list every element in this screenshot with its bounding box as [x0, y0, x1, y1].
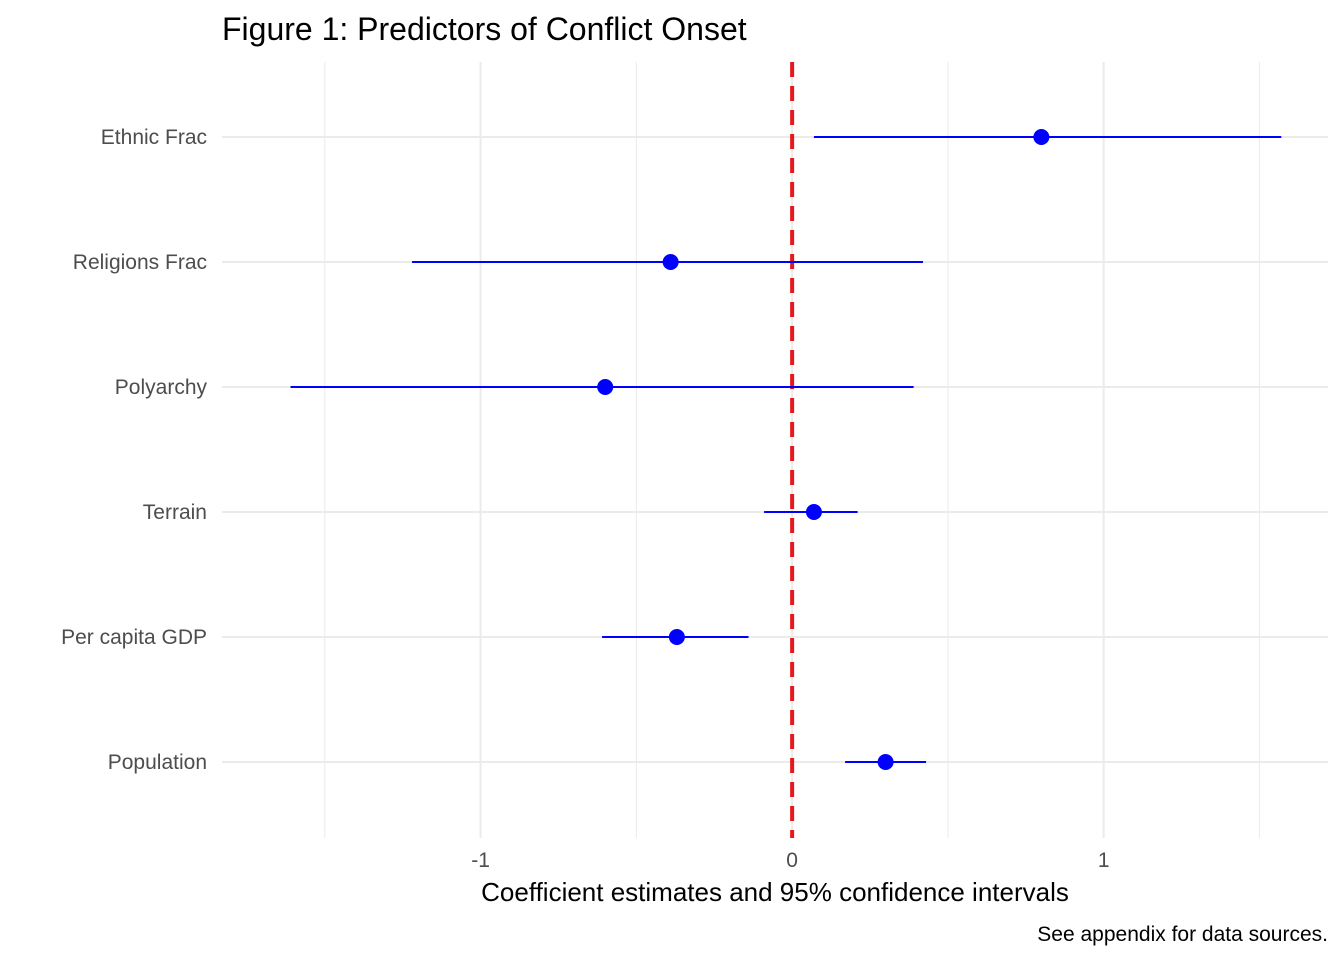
y-tick-label: Religions Frac: [73, 251, 207, 274]
chart-title: Figure 1: Predictors of Conflict Onset: [222, 11, 747, 47]
y-tick-label: Ethnic Frac: [101, 126, 207, 149]
y-tick-label: Polyarchy: [115, 376, 208, 399]
point-estimate: [1033, 129, 1050, 145]
point-estimate: [668, 629, 685, 645]
y-tick-label: Per capita GDP: [61, 626, 207, 649]
y-tick-label: Population: [108, 751, 207, 774]
x-tick-label: 0: [786, 849, 798, 872]
point-estimate: [805, 504, 822, 520]
x-axis-labels: -1 0 1: [471, 849, 1109, 872]
gridlines: [222, 62, 1328, 838]
chart-caption: See appendix for data sources.: [1037, 923, 1328, 946]
y-axis-labels: Ethnic Frac Religions Frac Polyarchy Terrai…: [61, 126, 207, 774]
x-axis-title: Coefficient estimates and 95% confidence…: [481, 877, 1069, 907]
x-tick-label: -1: [471, 849, 490, 872]
point-estimate: [597, 379, 614, 395]
x-tick-label: 1: [1098, 849, 1110, 872]
confidence-intervals: [290, 136, 1282, 763]
point-estimate: [877, 754, 894, 770]
y-tick-label: Terrain: [143, 501, 207, 524]
point-estimates: [597, 129, 1050, 770]
point-estimate: [662, 254, 679, 270]
